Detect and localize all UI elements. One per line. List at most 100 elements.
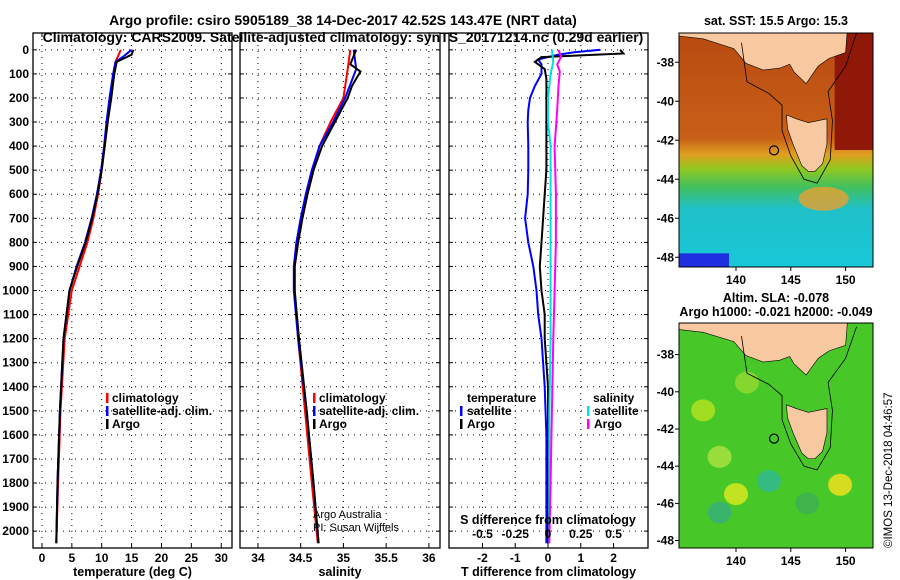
x-axis-label: temperature (deg C) <box>73 565 192 579</box>
x-tick-label: -1 <box>510 551 521 565</box>
shelf-contour <box>741 33 857 184</box>
y-tick-label: 200 <box>9 91 29 105</box>
profile-location-marker <box>768 145 780 156</box>
legend-label: Argo <box>594 417 622 431</box>
tasmania <box>786 114 828 172</box>
mainland-australia <box>679 33 848 85</box>
profile-location-marker <box>768 433 780 444</box>
map-lat-label: -40 <box>657 385 675 399</box>
series-line-argo <box>293 49 362 544</box>
legend-label: Argo <box>112 417 140 431</box>
x-tick-label: 15 <box>125 551 139 565</box>
y-tick-label: 600 <box>9 187 29 201</box>
x-axis-label: T difference from climatology <box>461 565 636 579</box>
legend-label: Argo <box>319 417 347 431</box>
legend-label: climatology <box>112 391 179 405</box>
y-tick-label: 300 <box>9 115 29 129</box>
y-tick-label: 1500 <box>2 404 29 418</box>
map-field <box>679 33 873 267</box>
map-frame <box>678 322 874 549</box>
legend-swatch <box>313 419 316 429</box>
figure-title-line1: Argo profile: csiro 5905189_38 14-Dec-20… <box>109 12 577 28</box>
map-lat-label: -46 <box>657 496 675 510</box>
legend-label: satellite <box>594 404 639 418</box>
x-tick-label: 0 <box>545 551 552 565</box>
legend-swatch <box>460 419 463 429</box>
sla-map-subtitle: Argo h1000: -0.021 h2000: -0.049 <box>679 305 872 319</box>
y-tick-label: 100 <box>9 67 29 81</box>
series-line-argo <box>55 49 135 544</box>
credit-text: Argo Australia <box>313 509 382 521</box>
legend-label: satellite-adj. clim. <box>319 404 419 418</box>
series-line-t-satellite <box>524 48 601 544</box>
map-lon-label: 150 <box>836 273 856 287</box>
y-tick-label: 1700 <box>2 452 29 466</box>
legend-label: Argo <box>467 417 495 431</box>
x2-tick-label: -0.25 <box>502 527 530 541</box>
sst-map: 140 145 150 -38 -40 -42 -44 -46 -48 <box>657 32 874 287</box>
map-lat-label: -48 <box>657 534 675 548</box>
sla-anomaly <box>691 399 716 422</box>
y-tick-label: 2000 <box>2 524 29 538</box>
x-tick-label: 35.5 <box>374 551 398 565</box>
sla-anomaly <box>734 371 759 394</box>
x-tick-label: 5 <box>69 551 76 565</box>
y-tick-label: 1000 <box>2 284 29 298</box>
map-lat-label: -38 <box>657 348 675 362</box>
series-line-climatology <box>293 49 352 544</box>
y-tick-label: 1400 <box>2 380 29 394</box>
plot-frame <box>32 32 233 549</box>
map-lat-label: -38 <box>657 55 675 69</box>
x2-tick-label: 0.25 <box>569 527 593 541</box>
imos-watermark: ©IMOS 13-Dec-2018 04:46:57 <box>883 392 895 548</box>
y-tick-label: 500 <box>9 163 29 177</box>
y-tick-label: 700 <box>9 211 29 225</box>
x-tick-label: 34 <box>251 551 265 565</box>
x2-axis-label: S difference from climatology <box>460 513 636 527</box>
map-lat-label: -42 <box>657 133 675 147</box>
legend-swatch <box>313 406 316 416</box>
sla-anomaly <box>828 473 853 496</box>
x-tick-label: 25 <box>185 551 199 565</box>
map-frame <box>678 32 874 268</box>
series-line-satellite-adj-clim- <box>55 49 133 544</box>
map-lat-label: -42 <box>657 422 675 436</box>
x-tick-label: 2 <box>610 551 617 565</box>
legend-swatch <box>587 419 590 429</box>
y-tick-label: 800 <box>9 235 29 249</box>
legend-title-salinity: salinity <box>593 391 635 405</box>
x-tick-label: 35 <box>337 551 351 565</box>
series-line-s-satellite <box>547 49 555 544</box>
y-tick-label: 1900 <box>2 500 29 514</box>
map-lon-label: 140 <box>726 273 746 287</box>
sst-map-title: sat. SST: 15.5 Argo: 15.3 <box>704 14 848 28</box>
legend-swatch <box>313 393 316 403</box>
sst-cold-patch <box>679 253 729 267</box>
sla-anomaly <box>723 483 748 506</box>
legend-swatch <box>106 393 109 403</box>
panel-difference: -2 -1 0 1 2T difference from climatology temp… <box>448 32 649 579</box>
x-tick-label: 10 <box>95 551 109 565</box>
legend-label: satellite-adj. clim. <box>112 404 212 418</box>
map-lon-label: 145 <box>781 273 801 287</box>
sla-anomaly <box>707 445 732 468</box>
map-field <box>679 323 873 548</box>
y-tick-label: 900 <box>9 259 29 273</box>
y-tick-label: 1100 <box>3 308 29 322</box>
y-tick-label: 0 <box>22 43 29 57</box>
legend-label: climatology <box>319 391 386 405</box>
legend-title-temperature: temperature <box>467 391 537 405</box>
x-tick-label: 34.5 <box>289 551 313 565</box>
tasmania <box>786 404 828 460</box>
map-lon-label: 145 <box>781 554 801 568</box>
x-tick-label: 20 <box>155 551 169 565</box>
x-tick-label: 1 <box>577 551 584 565</box>
map-lat-label: -48 <box>657 250 675 264</box>
y-tick-label: 400 <box>9 139 29 153</box>
legend-swatch <box>106 406 109 416</box>
plot-frame <box>448 32 649 549</box>
x2-tick-label: -0.5 <box>472 527 493 541</box>
shelf-contour <box>741 326 857 471</box>
